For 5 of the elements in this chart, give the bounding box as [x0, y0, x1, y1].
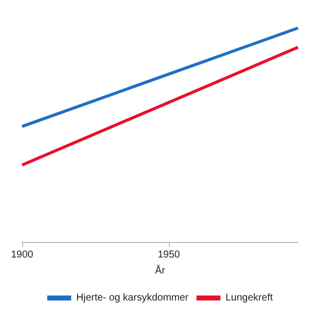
legend-label: Lungekreft	[226, 292, 273, 304]
x-tick-label: 1950	[158, 250, 180, 260]
legend-label: Hjerte- og karsykdommer	[76, 292, 190, 304]
x-axis-title: År	[155, 264, 166, 276]
x-tick-label: 1900	[11, 250, 34, 260]
